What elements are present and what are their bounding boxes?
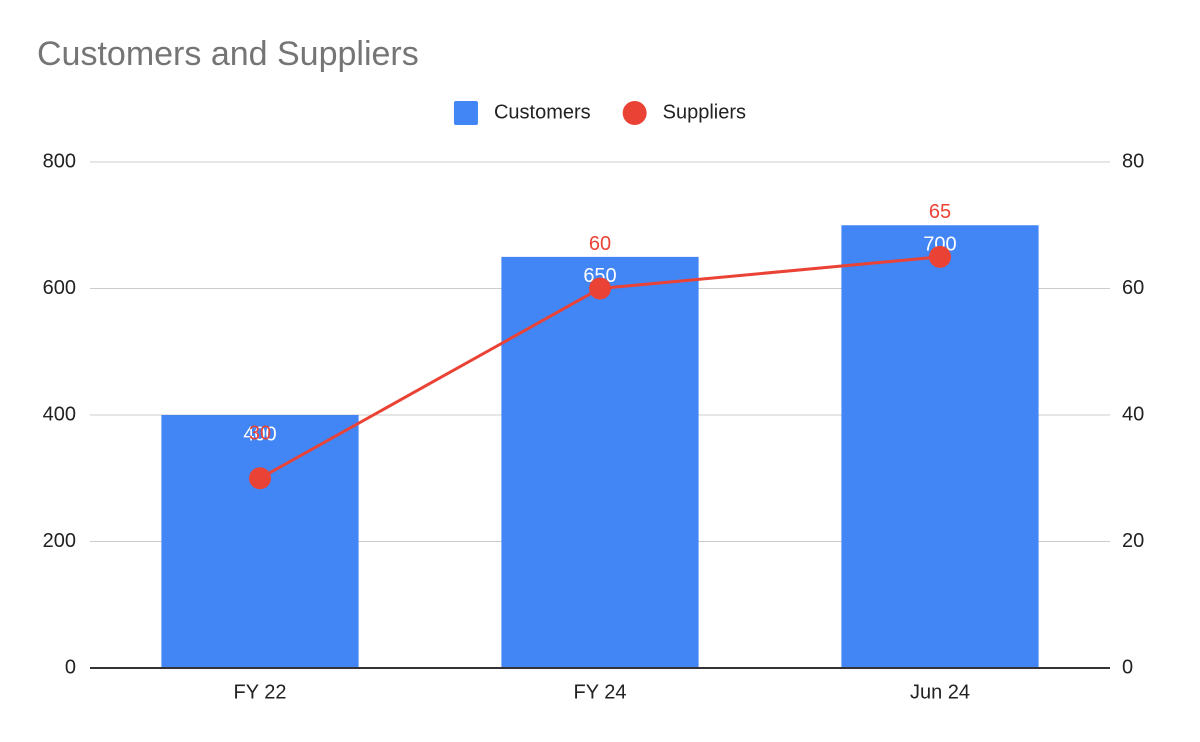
y2-tick-label: 80 [1122,150,1144,172]
line-value-label: 30 [249,423,271,445]
bar [161,415,359,668]
legend-label: Customers [494,101,591,123]
y2-tick-label: 20 [1122,530,1144,552]
y-tick-label: 800 [43,150,76,172]
y2-tick-label: 0 [1122,656,1133,678]
chart-title: Customers and Suppliers [37,35,419,73]
legend-swatch [622,101,647,125]
x-tick-label: FY 22 [234,681,287,703]
legend-swatch [453,101,478,125]
y-tick-label: 400 [43,403,76,425]
bar-value-label: 400 [243,423,276,445]
x-tick-label: Jun 24 [910,681,970,703]
bar [841,225,1039,668]
bar [501,256,699,668]
line-point [929,245,951,268]
y-tick-label: 0 [65,656,76,678]
y2-tick-label: 40 [1122,403,1144,425]
line-point [249,467,271,490]
x-tick-label: FY 24 [574,681,627,703]
line-point [589,277,611,300]
line-value-label: 65 [929,201,951,223]
line-value-label: 60 [589,233,611,255]
legend: Customers Suppliers [453,101,746,125]
y-tick-label: 600 [43,277,76,299]
y2-tick-label: 60 [1122,277,1144,299]
y-tick-label: 200 [43,530,76,552]
legend-label: Suppliers [663,101,746,123]
